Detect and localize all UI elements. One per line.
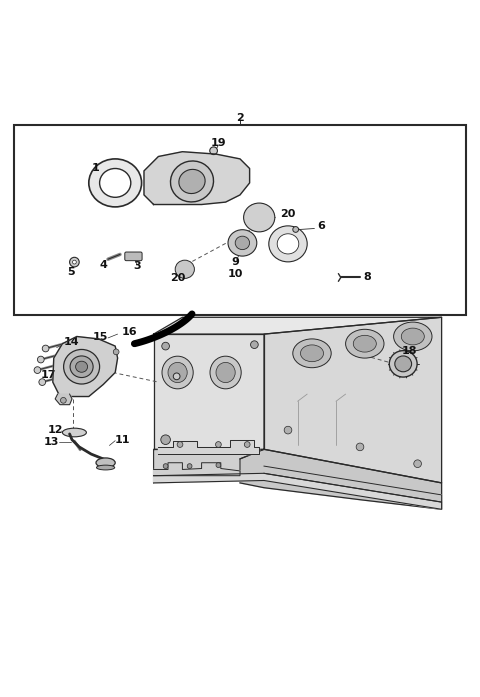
- Text: 19: 19: [211, 138, 226, 148]
- Text: 8: 8: [363, 273, 371, 282]
- Ellipse shape: [277, 233, 299, 254]
- Polygon shape: [154, 463, 240, 475]
- Polygon shape: [240, 450, 442, 510]
- Circle shape: [162, 342, 169, 350]
- Ellipse shape: [394, 322, 432, 351]
- Circle shape: [177, 442, 183, 447]
- Text: 13: 13: [44, 437, 60, 447]
- Text: 5: 5: [67, 267, 75, 277]
- Text: 9: 9: [231, 257, 239, 267]
- Ellipse shape: [401, 328, 424, 345]
- Ellipse shape: [89, 159, 142, 207]
- Circle shape: [42, 345, 49, 352]
- Text: 12: 12: [48, 425, 63, 435]
- Polygon shape: [154, 450, 264, 483]
- Ellipse shape: [244, 203, 275, 232]
- Polygon shape: [158, 440, 259, 454]
- Circle shape: [70, 257, 79, 267]
- Text: 14: 14: [63, 337, 79, 347]
- Text: 20: 20: [280, 209, 296, 219]
- Circle shape: [244, 442, 250, 447]
- Ellipse shape: [62, 428, 86, 437]
- Text: 3: 3: [133, 261, 141, 271]
- Ellipse shape: [300, 345, 324, 362]
- Circle shape: [293, 227, 299, 232]
- Ellipse shape: [395, 356, 411, 372]
- Text: 7: 7: [176, 364, 184, 374]
- Text: 2: 2: [236, 113, 244, 123]
- Ellipse shape: [216, 362, 235, 383]
- Circle shape: [216, 442, 221, 447]
- Ellipse shape: [168, 362, 187, 383]
- Ellipse shape: [63, 349, 100, 384]
- Circle shape: [37, 356, 44, 363]
- Ellipse shape: [170, 161, 214, 202]
- Text: 4: 4: [99, 260, 107, 270]
- FancyBboxPatch shape: [125, 252, 142, 261]
- Circle shape: [414, 460, 421, 468]
- Ellipse shape: [353, 335, 376, 352]
- Polygon shape: [144, 152, 250, 204]
- Polygon shape: [154, 317, 442, 334]
- Ellipse shape: [179, 169, 205, 194]
- Polygon shape: [154, 334, 264, 450]
- Circle shape: [251, 341, 258, 348]
- Circle shape: [163, 464, 168, 468]
- Ellipse shape: [235, 236, 250, 250]
- Text: 20: 20: [170, 273, 185, 283]
- Text: 10: 10: [228, 269, 243, 279]
- Circle shape: [34, 367, 41, 374]
- Circle shape: [39, 378, 46, 385]
- FancyBboxPatch shape: [14, 125, 466, 315]
- Ellipse shape: [175, 260, 194, 278]
- Polygon shape: [154, 473, 442, 510]
- Ellipse shape: [162, 356, 193, 389]
- Text: 15: 15: [93, 332, 108, 342]
- Circle shape: [216, 463, 221, 468]
- Ellipse shape: [228, 230, 257, 256]
- Circle shape: [60, 397, 66, 404]
- Ellipse shape: [100, 169, 131, 197]
- Ellipse shape: [70, 356, 93, 378]
- Ellipse shape: [389, 351, 417, 377]
- Circle shape: [210, 147, 217, 155]
- Text: 1: 1: [92, 162, 100, 173]
- Polygon shape: [264, 466, 442, 502]
- Ellipse shape: [210, 356, 241, 389]
- Text: 6: 6: [318, 221, 325, 231]
- Ellipse shape: [269, 226, 307, 262]
- Circle shape: [72, 260, 76, 264]
- Ellipse shape: [96, 465, 115, 470]
- Text: 16: 16: [122, 327, 137, 337]
- Text: 17: 17: [40, 370, 56, 380]
- Polygon shape: [53, 337, 118, 397]
- Ellipse shape: [346, 329, 384, 358]
- Circle shape: [356, 443, 364, 451]
- Polygon shape: [55, 394, 72, 405]
- Ellipse shape: [293, 339, 331, 368]
- Circle shape: [173, 373, 180, 380]
- Circle shape: [113, 349, 119, 355]
- Text: 18: 18: [401, 346, 417, 356]
- Circle shape: [284, 427, 292, 434]
- Ellipse shape: [96, 458, 115, 468]
- Ellipse shape: [76, 361, 88, 372]
- Circle shape: [161, 435, 170, 445]
- Text: 11: 11: [115, 435, 130, 445]
- Circle shape: [187, 464, 192, 468]
- Polygon shape: [264, 317, 442, 483]
